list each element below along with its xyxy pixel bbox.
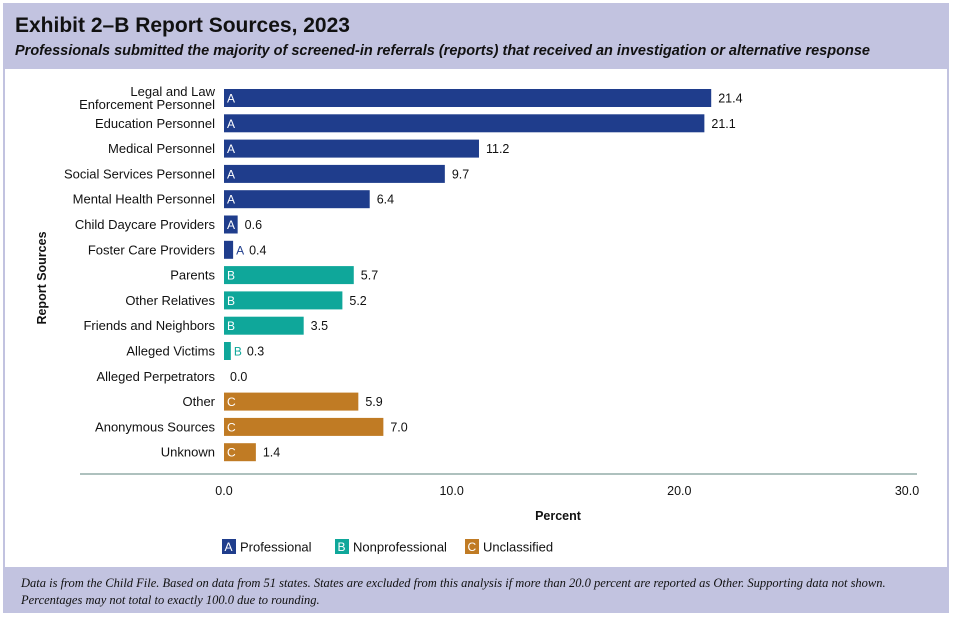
legend-swatch bbox=[335, 539, 349, 554]
legend-label: Nonprofessional bbox=[353, 540, 447, 555]
value-label: 0.6 bbox=[245, 218, 262, 232]
category-label: Other Relatives bbox=[125, 293, 215, 308]
bar bbox=[224, 164, 445, 183]
legend-swatch-letter: A bbox=[225, 540, 233, 554]
x-tick-label: 0.0 bbox=[215, 484, 232, 498]
bar-group-letter: A bbox=[227, 142, 235, 156]
category-label: Anonymous Sources bbox=[95, 419, 215, 434]
bar bbox=[224, 190, 370, 209]
bar bbox=[224, 443, 256, 462]
category-label: Friends and Neighbors bbox=[83, 318, 215, 333]
bar-group-letter: A bbox=[227, 117, 235, 131]
value-label: 21.4 bbox=[718, 92, 742, 106]
value-label: 9.7 bbox=[452, 167, 469, 181]
category-label: Alleged Perpetrators bbox=[96, 369, 215, 384]
category-label: Child Daycare Providers bbox=[75, 217, 216, 232]
bar bbox=[224, 215, 238, 234]
exhibit-header: Exhibit 2–B Report Sources, 2023 Profess… bbox=[5, 5, 947, 69]
bar bbox=[224, 342, 231, 360]
bar bbox=[224, 392, 359, 411]
bar-group-letter: A bbox=[227, 167, 235, 181]
x-tick-label: 10.0 bbox=[439, 484, 463, 498]
value-label: 6.4 bbox=[377, 193, 394, 207]
footnote-text: Data is from the Child File. Based on da… bbox=[21, 576, 886, 607]
bar bbox=[224, 291, 343, 310]
footnote-box: Data is from the Child File. Based on da… bbox=[5, 567, 947, 613]
legend-swatch bbox=[222, 539, 236, 554]
bar-group-letter: A bbox=[227, 193, 235, 207]
value-label: 21.1 bbox=[711, 117, 735, 131]
category-label: Social Services Personnel bbox=[64, 166, 215, 181]
bar bbox=[224, 89, 712, 107]
legend-swatch bbox=[465, 539, 479, 554]
value-label: 0.4 bbox=[249, 243, 266, 257]
legend-label: Professional bbox=[240, 540, 312, 555]
value-label: 11.2 bbox=[486, 142, 509, 156]
bar-group-letter: A bbox=[227, 92, 235, 106]
category-label: Foster Care Providers bbox=[88, 242, 216, 257]
category-label: Medical Personnel bbox=[108, 141, 215, 156]
bar bbox=[224, 240, 234, 259]
bar-group-letter: C bbox=[227, 395, 236, 409]
bar-group-letter: B bbox=[227, 319, 235, 333]
x-tick-label: 20.0 bbox=[667, 484, 691, 498]
value-label: 1.4 bbox=[263, 446, 280, 460]
value-label: 5.7 bbox=[361, 269, 378, 283]
bar-group-letter: A bbox=[236, 243, 244, 257]
bar-group-letter: C bbox=[227, 420, 236, 434]
bar-group-letter: B bbox=[234, 345, 242, 359]
category-label: Alleged Victims bbox=[126, 344, 215, 359]
value-label: 7.0 bbox=[390, 420, 407, 434]
exhibit-subtitle: Professionals submitted the majority of … bbox=[15, 43, 870, 59]
category-label: Enforcement Personnel bbox=[79, 97, 215, 112]
bar bbox=[224, 266, 354, 285]
bar-group-letter: B bbox=[227, 294, 235, 308]
exhibit-frame: Exhibit 2–B Report Sources, 2023 Profess… bbox=[3, 3, 949, 613]
bar bbox=[224, 417, 384, 436]
bar bbox=[224, 114, 705, 133]
category-label: Other bbox=[182, 394, 215, 409]
category-label: Parents bbox=[170, 268, 215, 283]
exhibit-title: Exhibit 2–B Report Sources, 2023 bbox=[15, 14, 350, 37]
legend-swatch-letter: C bbox=[468, 540, 477, 554]
category-label: Legal and Law bbox=[130, 84, 215, 99]
x-tick-label: 30.0 bbox=[895, 484, 919, 498]
x-axis-title: Percent bbox=[535, 509, 582, 523]
category-label: Education Personnel bbox=[95, 116, 215, 131]
bar-group-letter: A bbox=[227, 218, 235, 232]
value-label: 3.5 bbox=[311, 319, 328, 333]
bar-group-letter: C bbox=[227, 446, 236, 460]
category-label: Unknown bbox=[161, 445, 215, 460]
value-label: 0.0 bbox=[230, 370, 247, 384]
bar-group-letter: B bbox=[227, 269, 235, 283]
value-label: 5.9 bbox=[365, 395, 382, 409]
value-label: 0.3 bbox=[247, 345, 264, 359]
legend-label: Unclassified bbox=[483, 540, 553, 555]
bar bbox=[224, 316, 304, 335]
value-label: 5.2 bbox=[349, 294, 366, 308]
legend-swatch-letter: B bbox=[338, 540, 346, 554]
bar bbox=[224, 139, 479, 158]
category-label: Mental Health Personnel bbox=[73, 192, 215, 207]
